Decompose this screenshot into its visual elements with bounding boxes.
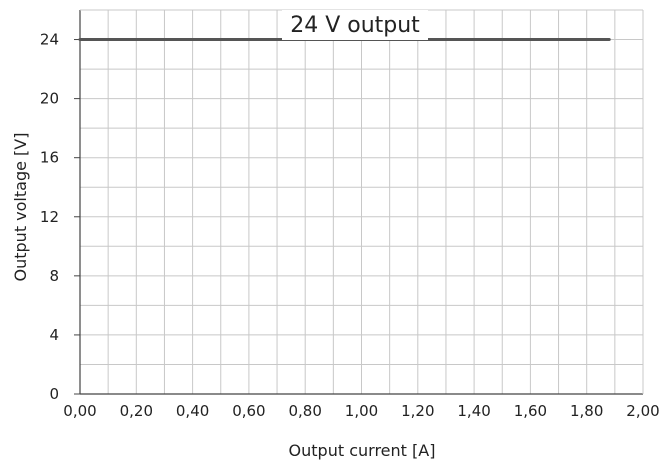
- title-background: [282, 10, 428, 40]
- x-tick-label: 0,60: [232, 402, 265, 420]
- x-tick-label: 0,40: [176, 402, 209, 420]
- x-tick-label: 0,00: [63, 402, 96, 420]
- y-axis-title: Output voltage [V]: [11, 133, 30, 282]
- y-tick-label: 16: [40, 149, 59, 167]
- x-tick-label: 0,80: [288, 402, 321, 420]
- x-tick-label: 1,20: [401, 402, 434, 420]
- axes: [79, 9, 644, 395]
- x-tick-label: 1,80: [570, 402, 603, 420]
- y-tick-label: 24: [40, 31, 59, 49]
- x-tick-label: 1,60: [514, 402, 547, 420]
- x-axis-title: Output current [A]: [289, 441, 436, 460]
- x-tick-label: 1,40: [457, 402, 490, 420]
- y-tick-labels: 0 4 8 12 16 20 24: [40, 31, 80, 403]
- x-tick-label: 0,20: [120, 402, 153, 420]
- y-tick-label: 0: [49, 385, 59, 403]
- x-tick-label: 2,00: [626, 402, 659, 420]
- y-tick-label: 8: [49, 267, 59, 285]
- x-tick-labels: 0,00 0,20 0,40 0,60 0,80 1,00 1,20 1,40 1,60 1,80…: [63, 402, 659, 420]
- x-tick-label: 1,00: [345, 402, 378, 420]
- y-tick-label: 4: [49, 326, 59, 344]
- y-tick-label: 12: [40, 208, 59, 226]
- gridlines: [79, 9, 644, 395]
- y-tick-label: 20: [40, 90, 59, 108]
- chart-title: 24 V output: [290, 13, 420, 38]
